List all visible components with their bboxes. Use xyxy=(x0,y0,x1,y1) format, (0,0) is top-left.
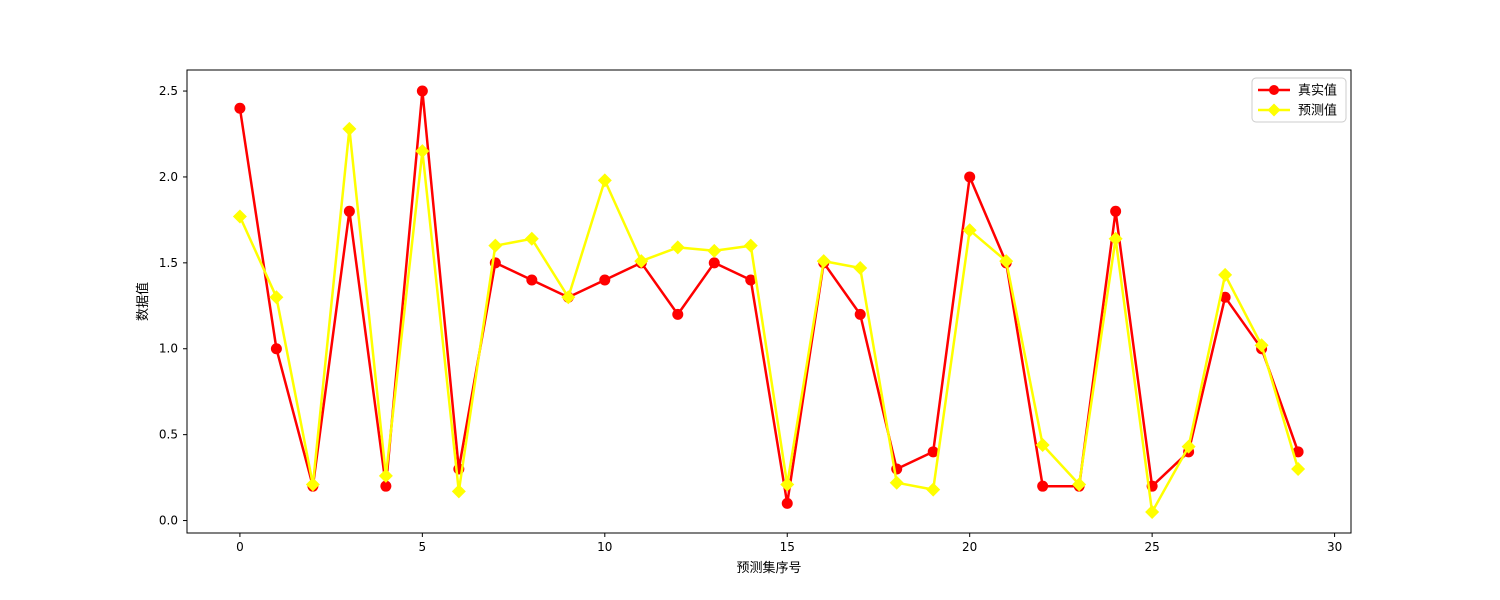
series-predicted-marker xyxy=(305,477,320,492)
series-predicted-marker xyxy=(561,290,576,305)
y-tick-label: 1.5 xyxy=(159,256,178,270)
series-predicted-marker xyxy=(524,231,539,246)
legend-actual-marker-icon xyxy=(1269,85,1279,95)
series-predicted-marker xyxy=(1108,231,1123,246)
series-predicted-marker xyxy=(269,290,284,305)
series-predicted-marker xyxy=(816,254,831,269)
series-predicted-marker xyxy=(743,238,758,253)
series-actual-marker xyxy=(270,343,282,355)
x-tick-label: 5 xyxy=(419,540,427,554)
legend-item-actual: 真实值 xyxy=(1258,83,1337,99)
series-predicted-marker xyxy=(1035,437,1050,452)
series-predicted-marker xyxy=(707,243,722,258)
series-actual-marker xyxy=(343,205,355,217)
series-predicted-line xyxy=(238,127,1300,514)
x-tick-label: 25 xyxy=(1144,540,1159,554)
series-actual-marker xyxy=(526,274,538,286)
series-actual-marker xyxy=(927,446,939,458)
y-tick-label: 0.0 xyxy=(159,514,178,528)
series-actual-marker xyxy=(416,85,428,97)
series-predicted-marker xyxy=(488,238,503,253)
series-actual-marker xyxy=(1219,291,1231,303)
x-tick-label: 15 xyxy=(780,540,795,554)
legend-item-predicted: 预测值 xyxy=(1258,103,1337,119)
series-predicted-marker xyxy=(451,484,466,499)
x-tick-label: 0 xyxy=(236,540,244,554)
y-axis-label: 数据值 xyxy=(135,282,151,321)
y-tick-label: 1.0 xyxy=(159,342,178,356)
series-predicted-marker xyxy=(1254,338,1269,353)
series-predicted-marker xyxy=(1291,462,1306,477)
series-actual-marker xyxy=(1292,446,1304,458)
series-actual-marker xyxy=(599,274,611,286)
series-predicted-marker xyxy=(889,475,904,490)
series-predicted-marker xyxy=(926,482,941,497)
series-predicted-marker xyxy=(378,468,393,483)
x-tick-label: 30 xyxy=(1327,540,1342,554)
series-predicted-marker xyxy=(342,121,357,136)
series-predicted-marker xyxy=(415,144,430,159)
series-actual-line xyxy=(238,89,1300,505)
series-actual-marker xyxy=(854,308,866,320)
series-actual-marker xyxy=(964,171,976,183)
series-predicted-marker xyxy=(999,254,1014,269)
y-tick-label: 2.5 xyxy=(159,84,178,98)
y-tick-label: 2.0 xyxy=(159,170,178,184)
legend-predicted-label: 预测值 xyxy=(1298,103,1337,119)
series-predicted-marker xyxy=(1145,504,1160,519)
series-actual-marker xyxy=(1037,480,1049,492)
series-predicted-marker xyxy=(853,260,868,275)
series-predicted-marker xyxy=(1218,267,1233,282)
series-actual-marker xyxy=(672,308,684,320)
series-predicted-marker xyxy=(232,209,247,224)
series-actual-marker xyxy=(708,257,720,269)
series-actual-marker xyxy=(234,102,246,114)
series-actual-marker xyxy=(1110,205,1122,217)
series-predicted-marker xyxy=(962,223,977,238)
series-predicted-marker xyxy=(597,173,612,188)
series-actual-marker xyxy=(745,274,757,286)
x-tick-label: 20 xyxy=(962,540,977,554)
series-actual-marker xyxy=(380,480,392,492)
series-predicted-marker xyxy=(1181,439,1196,454)
x-axis-label: 预测集序号 xyxy=(736,560,801,576)
series-actual-marker xyxy=(781,497,793,509)
x-tick-label: 10 xyxy=(597,540,612,554)
series-predicted-marker xyxy=(634,254,649,269)
legend-predicted-marker-icon xyxy=(1267,103,1281,117)
series-predicted-marker xyxy=(780,477,795,492)
series-predicted-marker xyxy=(1072,477,1087,492)
legend-actual-label: 真实值 xyxy=(1298,83,1337,99)
y-tick-label: 0.5 xyxy=(159,428,178,442)
series-predicted-marker xyxy=(670,240,685,255)
